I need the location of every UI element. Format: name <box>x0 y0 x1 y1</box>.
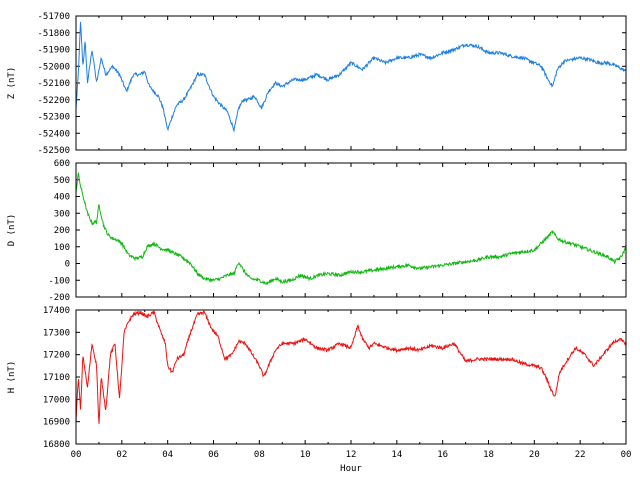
y-tick-label: 400 <box>54 193 70 203</box>
x-tick-label: 12 <box>346 450 357 460</box>
y-tick-label: 17200 <box>43 351 70 361</box>
y-tick-label: 500 <box>54 176 70 186</box>
series-line <box>75 309 627 424</box>
y-tick-label: -51900 <box>37 46 70 56</box>
y-tick-label: 17100 <box>43 373 70 383</box>
plot-frame <box>75 15 627 151</box>
y-tick-label: -200 <box>48 293 70 303</box>
x-tick-label: 10 <box>300 450 311 460</box>
x-tick-label: 18 <box>483 450 494 460</box>
x-tick-label: 20 <box>529 450 540 460</box>
x-tick-label: 14 <box>391 450 402 460</box>
x-tick-label: 08 <box>254 450 265 460</box>
y-tick-label: 17000 <box>43 395 70 405</box>
y-axis-label: Z (nT) <box>7 67 17 100</box>
y-tick-label: -100 <box>48 276 70 286</box>
y-tick-label: 200 <box>54 226 70 236</box>
y-tick-label: 16800 <box>43 440 70 450</box>
y-tick-label: -51700 <box>37 12 70 22</box>
y-tick-label: 0 <box>65 260 70 270</box>
x-tick-label: 00 <box>621 450 632 460</box>
y-tick-label: -52100 <box>37 79 70 89</box>
x-tick-label: 06 <box>208 450 219 460</box>
y-axis-label: D (nT) <box>7 214 17 247</box>
x-tick-label: 02 <box>116 450 127 460</box>
x-tick-label: 16 <box>437 450 448 460</box>
plot-frame <box>75 309 627 445</box>
plot-frame <box>75 162 627 298</box>
series-line <box>75 172 627 286</box>
y-tick-label: 600 <box>54 159 70 169</box>
y-tick-label: -51800 <box>37 29 70 39</box>
series-line <box>75 21 627 133</box>
y-tick-label: 300 <box>54 209 70 219</box>
y-tick-label: 17400 <box>43 306 70 316</box>
y-tick-label: 16900 <box>43 418 70 428</box>
y-axis-label: H (nT) <box>7 361 17 394</box>
x-tick-label: 00 <box>71 450 82 460</box>
x-axis-label: Hour <box>340 464 362 474</box>
x-tick-label: 04 <box>162 450 173 460</box>
y-tick-label: 100 <box>54 243 70 253</box>
y-tick-label: -52300 <box>37 113 70 123</box>
y-tick-label: -52400 <box>37 129 70 139</box>
y-tick-label: -52000 <box>37 62 70 72</box>
y-tick-label: 17300 <box>43 328 70 338</box>
x-tick-label: 22 <box>575 450 586 460</box>
y-tick-label: -52500 <box>37 146 70 156</box>
y-tick-label: -52200 <box>37 96 70 106</box>
